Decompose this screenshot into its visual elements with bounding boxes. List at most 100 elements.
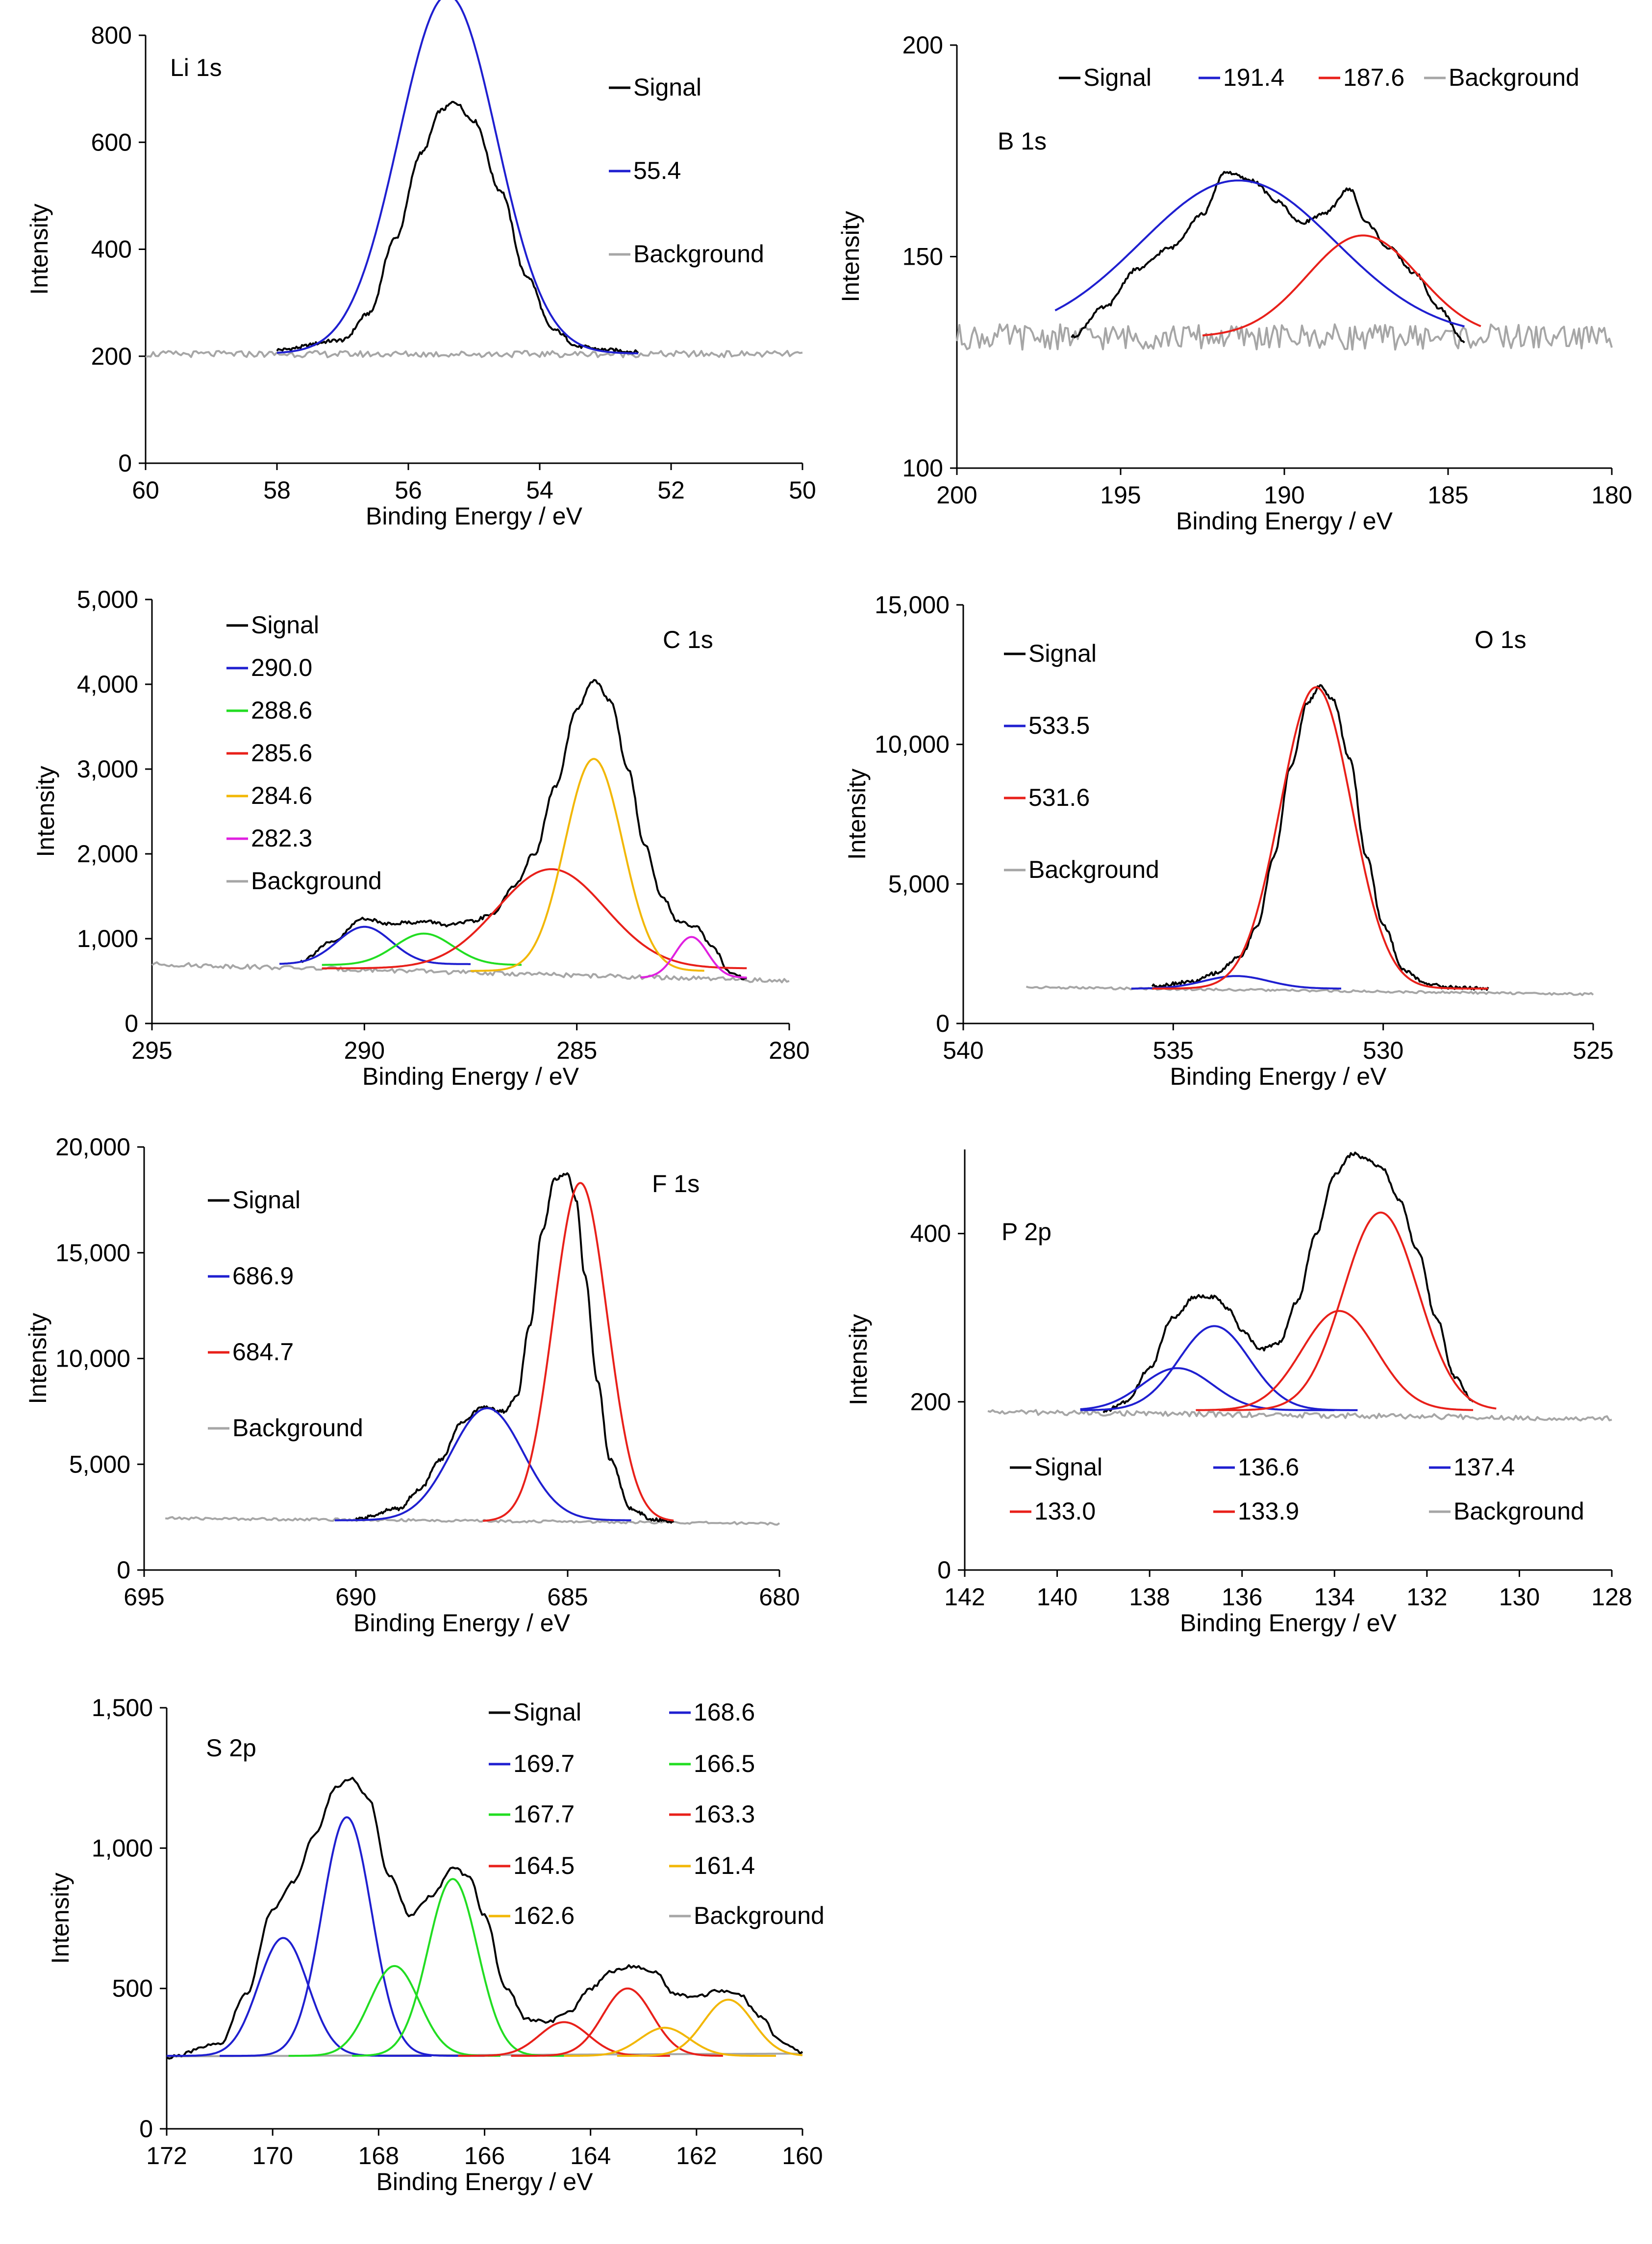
series-line-187-6: [1202, 234, 1481, 337]
x-tick-label: 60: [132, 476, 159, 504]
legend-item: 284.6: [226, 782, 312, 809]
legend-item: 133.9: [1213, 1497, 1299, 1525]
series-line-191-4: [1054, 179, 1465, 327]
legend-label: 163.3: [694, 1800, 755, 1828]
series-line-background: [987, 1409, 1612, 1421]
y-tick-label: 600: [91, 128, 132, 156]
legend-label: 684.7: [232, 1338, 294, 1366]
y-axis-label: Intensity: [24, 1313, 51, 1404]
panel-b1s: 200 195 190 185 180 100 150 200 Binding Energy /…: [837, 31, 1632, 535]
y-tick-label: 400: [91, 236, 132, 263]
y-axis-label: Intensity: [837, 211, 864, 302]
y-tick-label: 5,000: [888, 870, 950, 898]
legend-label: Background: [232, 1414, 363, 1442]
legend-item: Background: [1004, 856, 1159, 883]
x-axis-label: Binding Energy / eV: [1176, 507, 1393, 535]
x-tick-label: 530: [1363, 1037, 1403, 1064]
y-tick-label: 15,000: [875, 591, 950, 619]
series-line-169-7: [167, 1937, 432, 2057]
y-tick-label: 1,000: [92, 1834, 153, 1862]
x-tick-label: 138: [1129, 1583, 1170, 1611]
series-line-288-6: [322, 932, 522, 966]
y-tick-label: 1,000: [77, 925, 138, 952]
x-tick-label: 200: [936, 481, 977, 509]
panel-li1s: 60 58 56 54 52 50 0 200 400 600 800 Binding Energy …: [25, 0, 816, 530]
legend-label: Background: [1449, 64, 1579, 91]
legend-item: 161.4: [669, 1852, 755, 1879]
legend-item: 169.7: [489, 1750, 575, 1777]
panel-s2p: 172 170 168 166 164 162 160 0 500 1,000 1,500 Bindi…: [47, 1694, 825, 2195]
panel-c1s: 295 290 285 280 0 1,000 2,000 3,000 4,000 5,000 Bi…: [32, 586, 810, 1090]
y-tick-label: 0: [139, 2115, 153, 2143]
series-line-background: [165, 1516, 780, 1526]
legend-item: 133.0: [1010, 1497, 1096, 1525]
y-axis-label: Intensity: [843, 769, 871, 860]
y-tick-label: 200: [902, 31, 943, 59]
x-tick-label: 685: [547, 1583, 588, 1611]
x-tick-label: 285: [556, 1037, 597, 1064]
legend-label: Signal: [513, 1698, 581, 1726]
series-line-background: [1026, 985, 1594, 997]
legend-label: 162.6: [513, 1902, 575, 1929]
legend-label: Background: [1028, 856, 1159, 883]
series-line-signal: [166, 1776, 803, 2060]
y-tick-label: 150: [902, 243, 943, 271]
y-tick-label: 400: [910, 1220, 951, 1247]
y-axis-label: Intensity: [32, 766, 59, 857]
legend-item: 167.7: [489, 1800, 575, 1828]
series-line-55-4: [276, 0, 638, 354]
series-line-signal: [1071, 171, 1465, 344]
series-line-background: [956, 323, 1613, 351]
legend-item: Signal: [226, 611, 319, 639]
legend-item: 187.6: [1319, 64, 1404, 91]
x-tick-label: 290: [344, 1037, 385, 1064]
x-axis-label: Binding Energy / eV: [376, 2168, 594, 2195]
x-axis-label: Binding Energy / eV: [1170, 1063, 1387, 1090]
legend-label: Signal: [232, 1186, 300, 1214]
y-tick-label: 10,000: [875, 731, 950, 758]
panel-o1s: 540 535 530 525 0 5,000 10,000 15,000 Binding En…: [843, 591, 1614, 1090]
x-tick-label: 136: [1222, 1583, 1262, 1611]
series-line-531-6: [1152, 686, 1488, 990]
legend-label: 290.0: [251, 654, 312, 681]
y-tick-label: 15,000: [55, 1239, 130, 1267]
legend-label: 285.6: [251, 739, 312, 767]
panel-title: B 1s: [998, 127, 1047, 155]
series-line-162-6: [564, 2026, 776, 2057]
y-axis-label: Intensity: [25, 203, 53, 295]
y-axis-label: Intensity: [845, 1314, 872, 1405]
x-tick-label: 170: [252, 2142, 293, 2169]
legend-item: Signal: [609, 74, 701, 101]
panel-title: S 2p: [206, 1734, 256, 1762]
series-line-686-9: [334, 1407, 631, 1521]
x-tick-label: 52: [657, 476, 685, 504]
y-tick-label: 0: [117, 1556, 130, 1584]
series-line-133-9: [1196, 1310, 1474, 1411]
x-tick-label: 295: [131, 1037, 172, 1064]
series-line-282-3: [640, 936, 748, 979]
series-line-285-6: [322, 868, 747, 970]
x-tick-label: 540: [943, 1037, 983, 1064]
legend-item: Background: [226, 867, 382, 895]
legend-label: 136.6: [1238, 1453, 1299, 1481]
x-tick-label: 140: [1037, 1583, 1077, 1611]
series-line-signal: [1102, 1151, 1474, 1414]
legend-label: 133.9: [1238, 1497, 1299, 1525]
x-tick-label: 180: [1591, 481, 1632, 509]
legend-label: 55.4: [633, 157, 681, 184]
x-tick-label: 56: [395, 476, 422, 504]
legend-label: 533.5: [1028, 712, 1090, 739]
legend-label: 133.0: [1034, 1497, 1096, 1525]
series-line-background: [145, 349, 803, 358]
x-tick-label: 130: [1499, 1583, 1540, 1611]
legend-item: 686.9: [208, 1262, 294, 1290]
x-tick-label: 525: [1573, 1037, 1613, 1064]
legend-item: Background: [1424, 64, 1579, 91]
legend-label: 137.4: [1453, 1453, 1515, 1481]
series-line-166-5: [352, 1878, 564, 2057]
legend-item: Background: [609, 240, 764, 268]
legend-item: 162.6: [489, 1902, 575, 1929]
y-tick-label: 0: [125, 1010, 138, 1037]
y-tick-label: 4,000: [77, 671, 138, 698]
series-line-161-4: [617, 1998, 803, 2057]
